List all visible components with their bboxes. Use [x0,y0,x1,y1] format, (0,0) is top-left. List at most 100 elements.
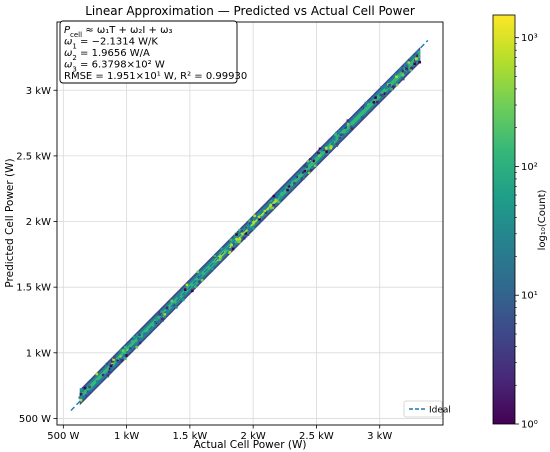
hexbin-cell [199,272,202,275]
hexbin-cell [238,240,241,244]
hexbin-cell [346,119,350,122]
hexbin-cell [229,238,233,242]
hexbin-cell [84,394,88,398]
hexbin-cell [215,253,219,256]
x-tick-label: 1 kW [114,431,139,442]
hexbin-cell [252,227,255,230]
hexbin-cell [265,207,269,211]
hexbin-cell [112,356,116,359]
hexbin-cell [230,243,233,246]
hexbin-cell [330,142,334,146]
hexbin-cell [401,69,405,73]
hexbin-cell [287,185,291,188]
y-tick-label: 1.5 kW [16,283,51,294]
hexbin-cell [119,357,122,361]
hexbin-cell [312,159,315,163]
hexbin-cell [308,168,312,172]
hexbin-cell [244,232,248,235]
hexbin-cell [137,337,140,340]
hexbin-cell [277,200,281,204]
hexbin-cell [417,50,420,53]
hexbin-cell [306,159,310,163]
colorbar-gradient [492,14,516,425]
equation-line: RMSE = 1.951×10¹ W, R² = 0.99930 [64,71,247,82]
hexbin-cell [158,319,161,322]
hexbin-cell [331,141,335,144]
hexbin-cell [318,147,322,151]
hexbin-cell [380,93,384,97]
hexbin-cell [271,206,274,210]
hexbin-cell [337,139,340,143]
legend: Ideal [403,400,451,418]
hexbin-cell [228,251,231,254]
hexbin-cell [135,341,139,345]
hexbin-cell [379,93,383,97]
hexbin-cell [248,219,251,223]
plot-frame [56,21,444,426]
hexbin-cell [263,207,267,211]
hexbin-cell [181,298,185,302]
hexbin-cell [160,310,163,314]
hexbin-cell [395,83,399,87]
hexbin-cell [376,100,379,104]
hexbin-cell [195,281,199,285]
hexbin-cell [332,138,336,141]
hexbin-cell [273,200,276,203]
hexbin-cell [233,234,237,238]
ideal-line [70,39,429,412]
hexbin-cell [264,211,268,214]
hexbin-cell [307,167,310,171]
hexbin-cell [163,311,167,315]
hexbin-cell [252,221,255,224]
hexbin-cell [235,233,238,236]
hexbin-cell [218,255,221,259]
hexbin-cell [106,373,110,377]
chart-title: Linear Approximation — Predicted vs Actu… [85,4,415,18]
hexbin-cell [177,295,180,298]
hexbin-cell [415,54,419,58]
hexbin-cell [213,263,217,266]
hexbin-cell [172,303,176,307]
hexbin-cell [372,100,376,104]
hexbin-cell [246,231,249,234]
hexbin-cell [386,83,390,86]
hexbin-cell [401,77,405,81]
hexbin-cell [244,235,248,238]
hexbin-cell [79,388,83,391]
hexbin-cell [79,393,83,396]
hexbin-cell [333,134,337,137]
hexbin-cell [385,86,388,90]
hexbin-cell [121,349,125,352]
hexbin-cell [177,293,181,296]
hexbin-cell [218,257,222,261]
hexbin-cell [138,341,142,345]
hexbin-cell [138,333,141,337]
hexbin-cell [279,196,283,199]
hexbin-cell [386,85,390,88]
hexbin-cell [268,204,272,208]
hexbin-cell [274,199,277,202]
hexbin-cell [275,199,279,203]
colorbar-tick-label: 10⁰ [521,420,538,431]
hexbin-cell [119,349,123,352]
hexbin-cell [290,186,293,189]
hexbin-cell [236,242,239,246]
hexbin-cell [213,254,217,258]
x-tick-label: 2.5 kW [299,431,334,442]
hexbin-cell [157,312,161,316]
hexbin-cell [322,148,326,152]
hexbin-cell [300,177,304,181]
y-axis-ticks: 500 W 1 kW 1.5 kW 2 kW 2.5 kW 3 kW [16,86,57,425]
legend-ideal-label: Ideal [429,406,451,416]
hexbin-cell [161,317,164,321]
hexbin-cell [78,396,82,399]
hexbin-cell [231,242,235,246]
hexbin-cell [253,219,257,223]
hexbin-band [78,46,422,406]
hexbin-cell [336,135,340,138]
hexbin-cell [231,247,235,251]
hexbin-cell [400,67,404,71]
hexbin-cell [197,280,201,284]
hexbin-cell [131,340,134,343]
